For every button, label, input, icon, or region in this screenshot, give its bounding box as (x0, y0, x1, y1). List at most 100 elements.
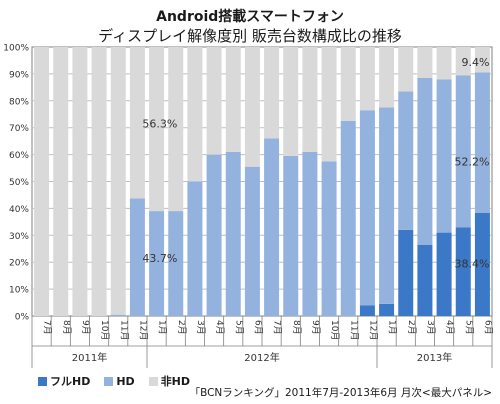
bar-nonhd (129, 47, 145, 199)
bar-hd (168, 211, 184, 316)
y-tick-label: 40% (9, 205, 29, 215)
bar-hd (436, 79, 452, 233)
x-tick-label: 10月 (329, 320, 340, 340)
source-note: 「BCNランキング」2011年7月-2013年6月 月次<最大パネル> (189, 387, 492, 399)
x-tick-label: 8月 (61, 320, 72, 335)
year-label: 2011年 (72, 351, 107, 364)
bar-hd (225, 151, 241, 316)
bar-fullhd (436, 232, 452, 316)
data-label-hd-2011-12: 43.7% (142, 252, 177, 265)
bar-nonhd (225, 47, 241, 152)
x-tick-label: 6月 (482, 320, 493, 335)
bar-hd (206, 154, 222, 316)
bar-nonhd (379, 47, 395, 108)
y-tick-label: 0% (15, 313, 30, 323)
bar-nonhd (436, 47, 452, 80)
x-tick-label: 4月 (214, 320, 225, 335)
y-tick-label: 80% (9, 97, 29, 107)
data-label-fullhd-2013-06: 38.4% (454, 258, 489, 271)
bar-fullhd (359, 305, 375, 316)
y-tick-label: 50% (9, 178, 29, 188)
x-tick-label: 4月 (444, 320, 455, 335)
x-tick-label: 7月 (272, 320, 283, 335)
x-tick-label: 6月 (252, 320, 263, 335)
bar-nonhd (455, 47, 471, 76)
bar-fullhd (417, 244, 433, 316)
bar-nonhd (34, 47, 50, 316)
bar-hd (474, 72, 490, 213)
year-label: 2012年 (244, 351, 279, 364)
y-tick-label: 20% (9, 259, 29, 269)
bar-fullhd (455, 227, 471, 316)
chart-title: Android搭載スマートフォン (156, 9, 344, 25)
bar-hd (302, 151, 318, 316)
legend-item-hd: HD (104, 374, 135, 388)
legend: フルHD HD 非HD (38, 373, 190, 389)
x-tick-label: 3月 (425, 320, 436, 335)
legend-swatch-fullhd (38, 376, 47, 386)
y-tick-label: 100% (3, 44, 29, 54)
bar-nonhd (398, 47, 414, 92)
bar-hd (340, 120, 356, 316)
bar-hd (129, 198, 145, 316)
bar-nonhd (53, 47, 69, 316)
bar-hd (321, 161, 337, 316)
x-tick-label: 9月 (310, 320, 321, 335)
bar-nonhd (149, 47, 165, 212)
bar-hd (283, 155, 299, 316)
x-tick-label: 1月 (157, 320, 168, 335)
y-tick-label: 90% (9, 70, 29, 80)
bar-nonhd (359, 47, 375, 111)
bar-nonhd (321, 47, 337, 162)
bar-nonhd (474, 47, 490, 73)
x-tick-label: 2月 (406, 320, 417, 335)
x-tick-label: 3月 (195, 320, 206, 335)
bar-hd (455, 75, 471, 228)
chart-subtitle: ディスプレイ解像度別 販売台数構成比の推移 (98, 27, 402, 45)
y-tick-label: 60% (9, 151, 29, 161)
bar-nonhd (206, 47, 222, 155)
x-tick-label: 11月 (118, 320, 129, 340)
legend-label-nonhd: 非HD (160, 375, 191, 388)
bar-hd (187, 181, 203, 316)
x-tick-label: 10月 (99, 320, 110, 340)
x-tick-label: 11月 (348, 320, 359, 340)
bar-fullhd (474, 212, 490, 316)
bar-hd (379, 107, 395, 304)
x-tick-label: 1月 (387, 320, 398, 335)
year-label: 2013年 (417, 351, 452, 364)
y-tick-label: 10% (9, 286, 29, 296)
legend-swatch-nonhd (148, 376, 158, 386)
bar-hd (264, 138, 280, 316)
bar-nonhd (187, 47, 203, 182)
x-tick-label: 7月 (42, 320, 53, 335)
data-label-hd-2013-06: 52.2% (454, 155, 489, 168)
legend-swatch-hd (104, 376, 114, 386)
bar-nonhd (417, 47, 433, 78)
legend-item-fullhd: フルHD (38, 373, 90, 389)
x-tick-label: 2月 (176, 320, 187, 335)
x-tick-label: 5月 (233, 320, 244, 335)
bar-nonhd (244, 47, 260, 167)
bar-hd (398, 91, 414, 230)
legend-label-fullhd: フルHD (50, 375, 91, 388)
legend-label-hd: HD (116, 374, 135, 388)
data-label-nonhd-2011-12: 56.3% (142, 118, 177, 131)
bar-hd (359, 110, 375, 306)
y-tick-label: 70% (9, 124, 29, 134)
legend-item-nonhd: 非HD (148, 373, 191, 389)
x-tick-label: 8月 (291, 320, 302, 335)
bar-fullhd (379, 303, 395, 316)
bar-nonhd (302, 47, 318, 152)
x-tick-label: 12月 (367, 320, 378, 340)
x-tick-label: 9月 (80, 320, 91, 335)
bar-nonhd (264, 47, 280, 139)
bar-nonhd (91, 47, 107, 316)
bar-nonhd (168, 47, 184, 212)
bar-hd (417, 77, 433, 245)
bar-fullhd (398, 229, 414, 316)
bar-nonhd (340, 47, 356, 121)
y-tick-label: 30% (9, 232, 29, 242)
